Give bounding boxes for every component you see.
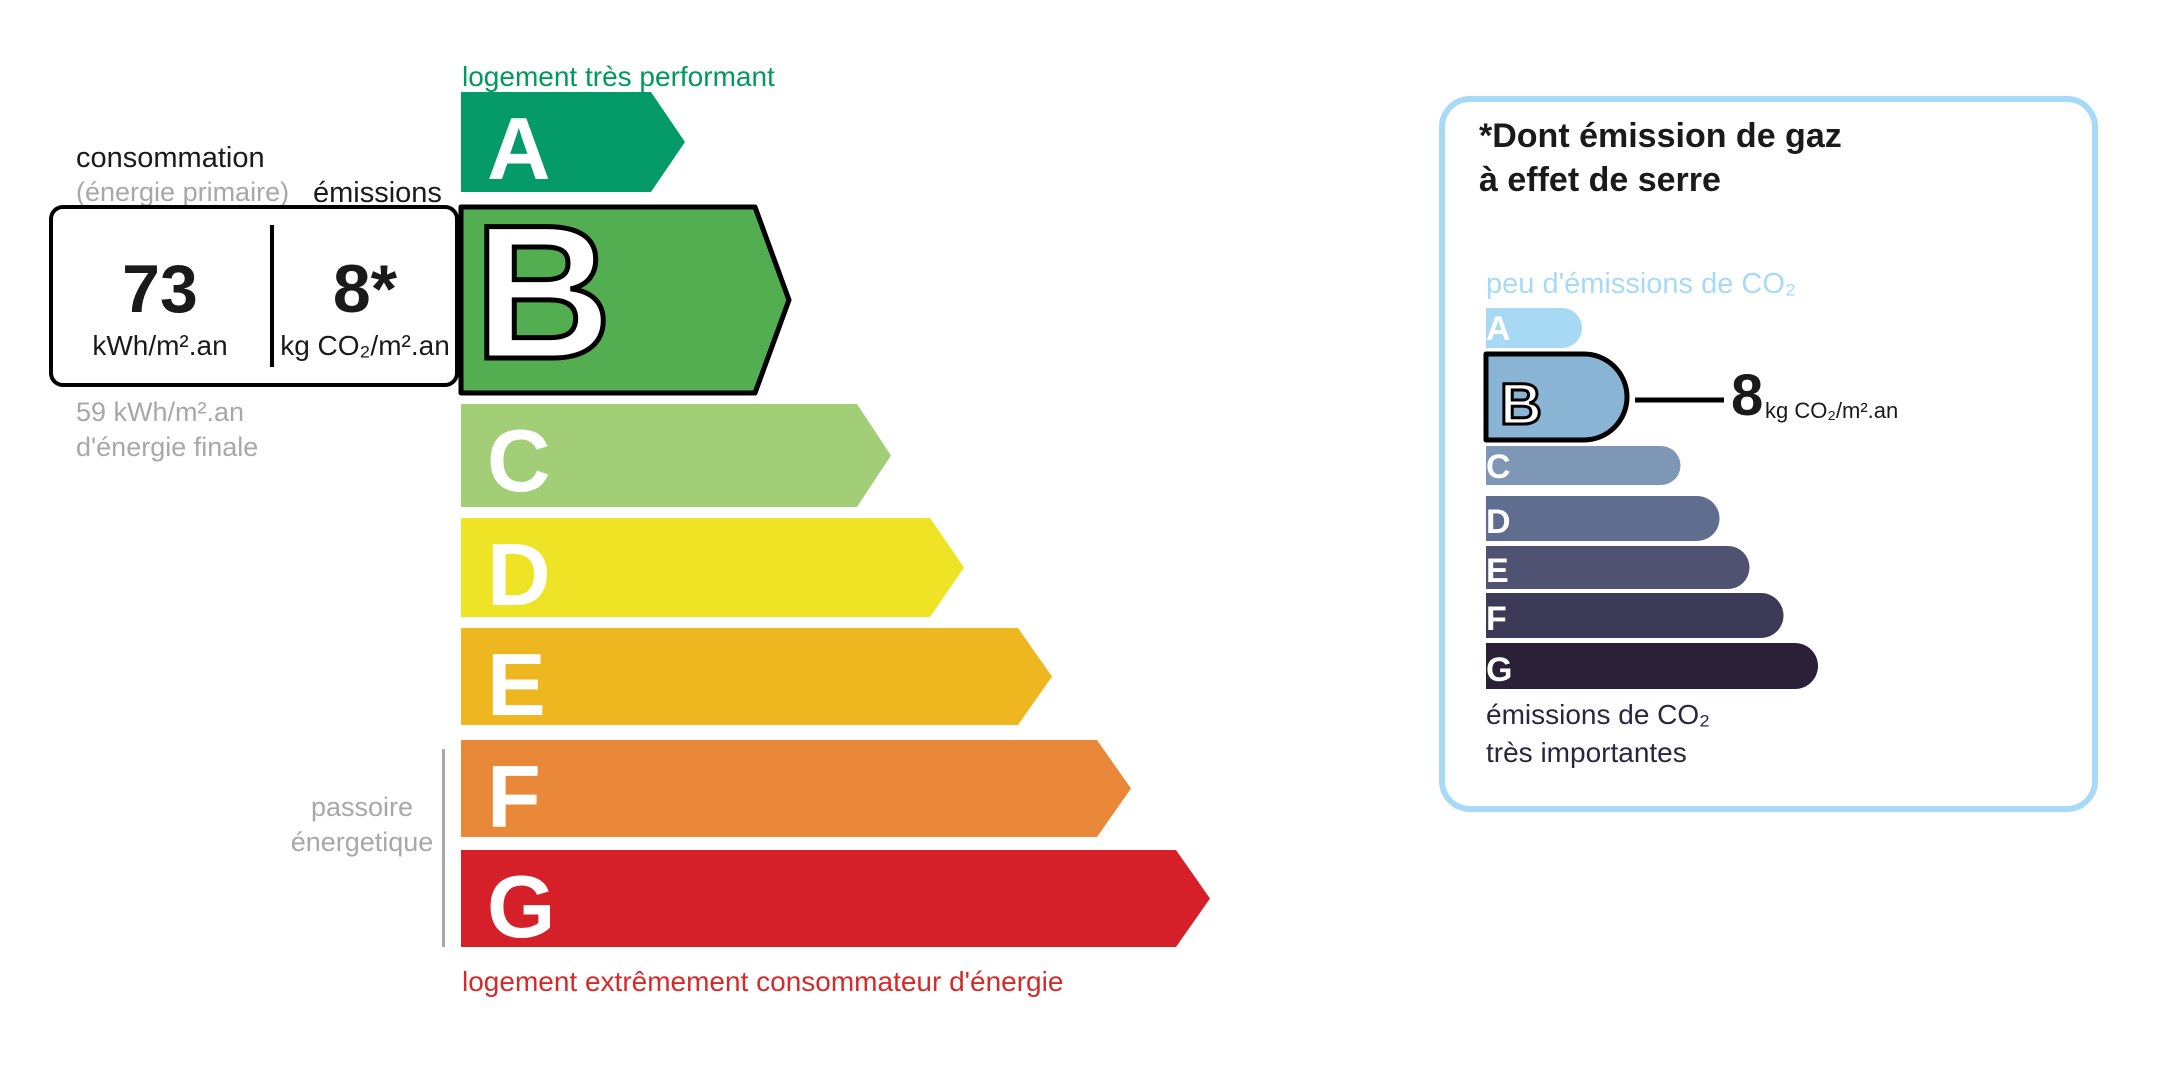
svg-text:D: D xyxy=(1486,503,1511,541)
svg-text:E: E xyxy=(1486,552,1509,590)
svg-text:G: G xyxy=(1486,651,1512,689)
svg-text:B: B xyxy=(1500,372,1542,437)
svg-text:C: C xyxy=(1486,448,1511,486)
svg-text:F: F xyxy=(1486,600,1507,638)
svg-text:8: 8 xyxy=(1731,363,1763,428)
svg-text:A: A xyxy=(1486,310,1511,348)
